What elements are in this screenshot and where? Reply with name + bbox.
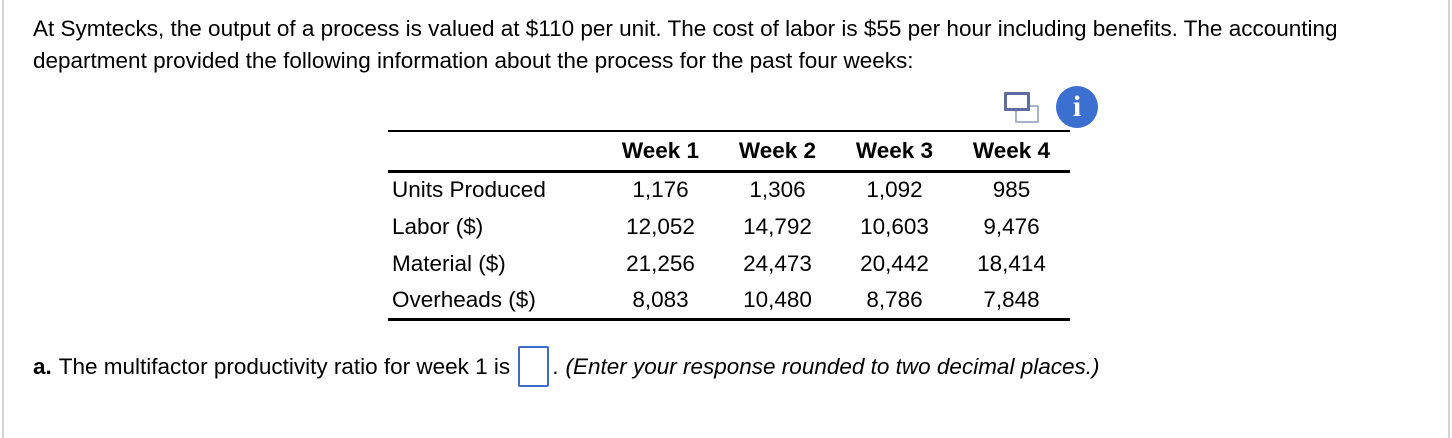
table-row: Labor ($) 12,052 14,792 10,603 9,476: [388, 208, 1070, 245]
part-label: a.: [33, 353, 52, 379]
table-cell: 14,792: [743, 213, 812, 239]
table-cell: 9,476: [983, 213, 1040, 239]
popout-table-icon[interactable]: [1004, 92, 1041, 125]
question-prompt: The multifactor productivity ratio for w…: [58, 353, 511, 379]
info-icon[interactable]: i: [1056, 86, 1098, 128]
table-cell: 18,414: [977, 250, 1046, 276]
table-cell: 12,052: [626, 213, 695, 239]
table-row: Material ($) 21,256 24,473 20,442 18,414: [388, 245, 1070, 282]
process-data-table: Week 1 Week 2 Week 3 Week 4 Units Produc…: [388, 130, 1070, 321]
table-cell: 8,083: [632, 286, 689, 312]
row-label-header: [388, 131, 602, 171]
column-header-week2: Week 2: [738, 137, 817, 163]
table-cell: 1,306: [749, 177, 806, 203]
table-row: Units Produced 1,176 1,306 1,092 985: [388, 171, 1070, 208]
table-cell: 24,473: [743, 250, 812, 276]
row-label: Units Produced: [392, 177, 546, 203]
table-header-row: Week 1 Week 2 Week 3 Week 4: [388, 131, 1070, 171]
question-instruction: (Enter your response rounded to two deci…: [565, 353, 1100, 379]
popout-icon-front-rect: [1004, 92, 1030, 111]
table-cell: 10,603: [860, 213, 929, 239]
panel-right-border: [1448, 0, 1450, 438]
row-label: Labor ($): [392, 213, 484, 239]
answer-input[interactable]: [518, 346, 550, 387]
table-cell: 985: [992, 177, 1031, 203]
table-row: Overheads ($) 8,083 10,480 8,786 7,848: [388, 282, 1070, 319]
row-label: Overheads ($): [392, 286, 536, 312]
table-cell: 20,442: [860, 250, 929, 276]
question-intro-text: At Symtecks, the output of a process is …: [33, 16, 1338, 73]
row-label: Material ($): [392, 250, 506, 276]
question-suffix: .: [552, 353, 559, 379]
panel-left-border: [2, 0, 4, 438]
column-header-week3: Week 3: [855, 137, 934, 163]
column-header-week1: Week 1: [621, 137, 700, 163]
table-cell: 8,786: [866, 286, 923, 312]
table-cell: 1,176: [632, 177, 689, 203]
table-cell: 1,092: [866, 177, 923, 203]
table-cell: 21,256: [626, 250, 695, 276]
table-cell: 7,848: [983, 286, 1040, 312]
column-header-week4: Week 4: [972, 137, 1051, 163]
question-part-a: a. The multifactor productivity ratio fo…: [33, 346, 1099, 387]
table-cell: 10,480: [743, 286, 812, 312]
